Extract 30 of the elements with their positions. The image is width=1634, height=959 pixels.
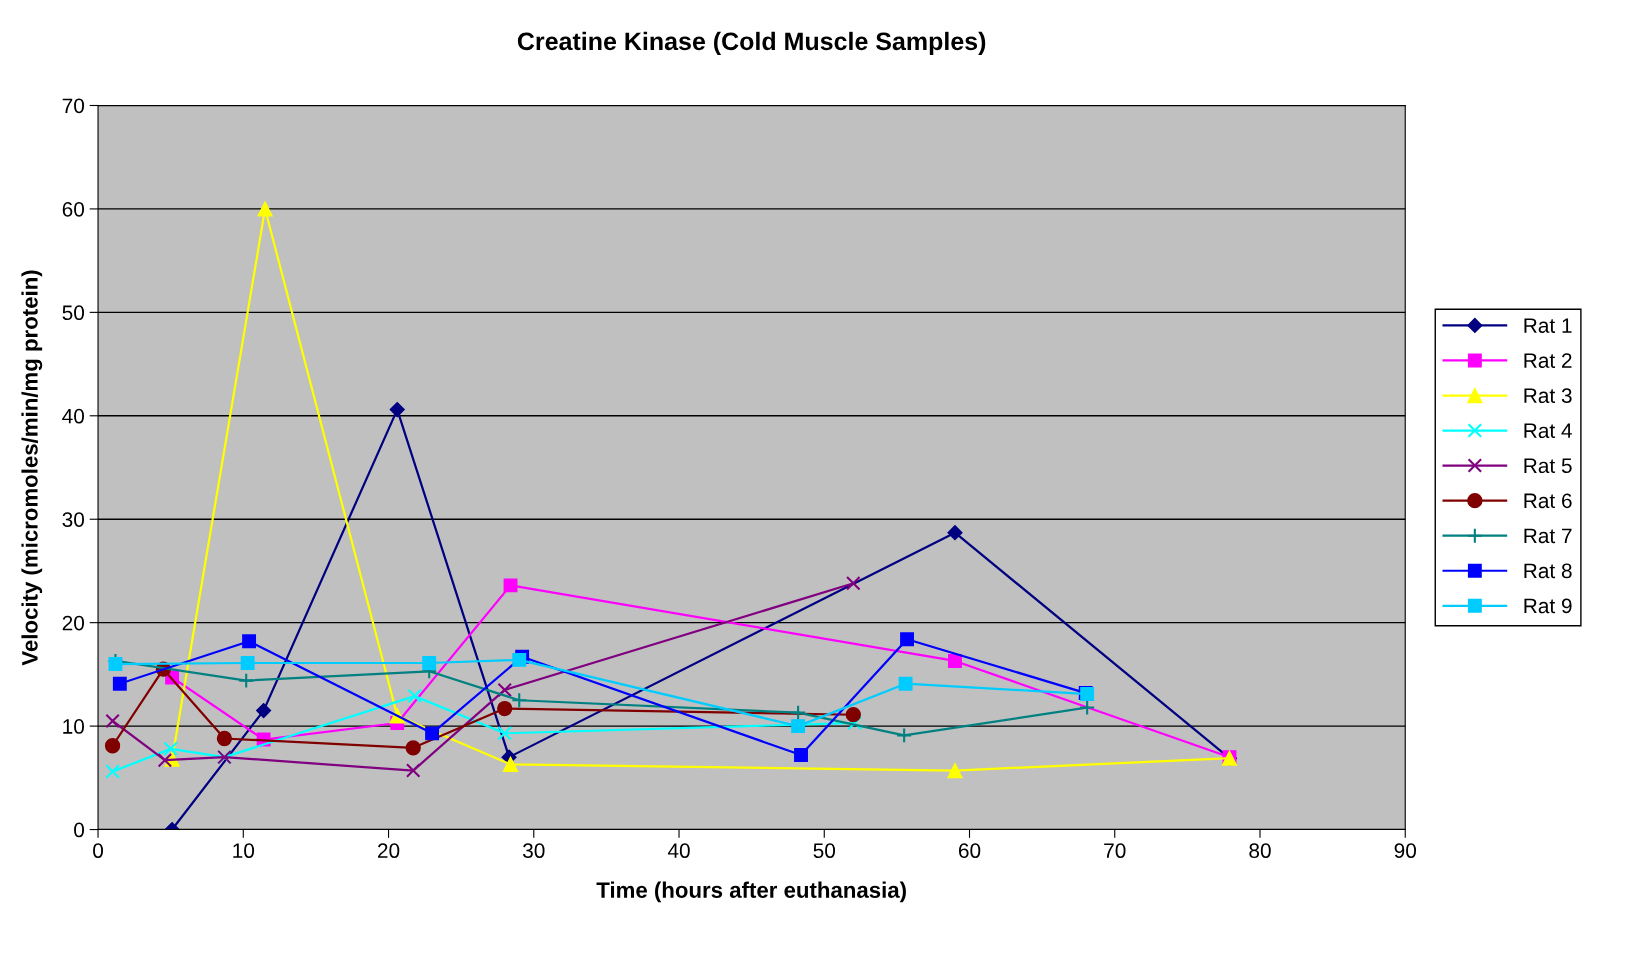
x-tick-label: 30 xyxy=(522,843,545,859)
y-tick-label: 10 xyxy=(63,719,85,734)
x-tick-label: 20 xyxy=(377,843,400,859)
y-axis-title: Velocity (micromoles/min/mg protein) xyxy=(21,270,43,666)
legend-label: Rat 7 xyxy=(1524,528,1572,544)
y-tick-label: 60 xyxy=(62,201,85,217)
legend-label: Rat 2 xyxy=(1524,353,1572,368)
x-tick-label: 90 xyxy=(1394,843,1417,859)
x-tick-label: 0 xyxy=(93,843,104,859)
x-tick-label: 50 xyxy=(813,843,836,859)
x-tick-label: 10 xyxy=(233,843,255,859)
y-tick-label: 20 xyxy=(62,615,85,631)
chart-title: Creatine Kinase (Cold Muscle Samples) xyxy=(517,31,986,56)
legend-label: Rat 5 xyxy=(1524,458,1572,474)
x-tick-label: 60 xyxy=(958,843,981,859)
y-tick-label: 30 xyxy=(62,512,85,527)
legend-label: Rat 8 xyxy=(1524,563,1572,579)
legend-label: Rat 3 xyxy=(1524,388,1572,404)
legend-label: Rat 6 xyxy=(1524,493,1572,509)
x-tick-label: 40 xyxy=(667,843,690,859)
x-tick-label: 70 xyxy=(1104,843,1126,859)
y-tick-label: 40 xyxy=(62,408,85,424)
y-tick-label: 0 xyxy=(74,822,85,838)
legend-label: Rat 1 xyxy=(1524,318,1572,333)
y-tick-label: 50 xyxy=(62,305,85,321)
x-tick-label: 80 xyxy=(1249,843,1271,859)
x-axis-title: Time (hours after euthanasia) xyxy=(596,881,906,903)
y-tick-label: 70 xyxy=(62,98,85,114)
legend-label: Rat 9 xyxy=(1524,598,1572,614)
legend-label: Rat 4 xyxy=(1524,423,1572,439)
